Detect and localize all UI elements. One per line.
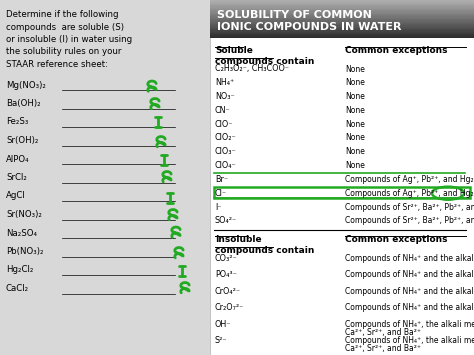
Text: compounds  are soluble (S): compounds are soluble (S): [6, 22, 124, 32]
Text: PO₄³⁻: PO₄³⁻: [215, 271, 237, 279]
Text: Compounds of NH₄⁺ and the alkali metal cations: Compounds of NH₄⁺ and the alkali metal c…: [345, 287, 474, 296]
Text: SOLUBILITY OF COMMON: SOLUBILITY OF COMMON: [217, 10, 372, 20]
Text: CO₃²⁻: CO₃²⁻: [215, 254, 238, 263]
Text: Compounds of Ag⁺, Pb²⁺, and Hg₂²⁺: Compounds of Ag⁺, Pb²⁺, and Hg₂²⁺: [345, 175, 474, 184]
Text: SO₄²⁻: SO₄²⁻: [215, 216, 237, 225]
Bar: [210, 35, 474, 37]
Bar: [210, 30, 474, 32]
Text: None: None: [345, 120, 365, 129]
Text: or insoluble (I) in water using: or insoluble (I) in water using: [6, 35, 132, 44]
Bar: [210, 0, 474, 1]
Text: NO₃⁻: NO₃⁻: [215, 92, 235, 101]
Text: Compounds of Sr²⁺, Ba²⁺, Pb²⁺, and Hg₂²⁺: Compounds of Sr²⁺, Ba²⁺, Pb²⁺, and Hg₂²⁺: [345, 202, 474, 212]
Text: compounds contain: compounds contain: [215, 246, 314, 256]
Text: Compounds of NH₄⁺ and the alkali metal cations: Compounds of NH₄⁺ and the alkali metal c…: [345, 254, 474, 263]
Text: Common exceptions: Common exceptions: [345, 46, 447, 55]
Text: None: None: [345, 78, 365, 87]
Bar: [210, 27, 474, 29]
Bar: [210, 18, 474, 20]
Bar: [210, 9, 474, 10]
Text: CaCl₂: CaCl₂: [6, 284, 29, 293]
Text: Common exceptions: Common exceptions: [345, 235, 447, 245]
Text: C₂H₃O₂⁻, CH₃COO⁻: C₂H₃O₂⁻, CH₃COO⁻: [215, 65, 289, 73]
Text: Ca²⁺, Sr²⁺, and Ba²⁺: Ca²⁺, Sr²⁺, and Ba²⁺: [345, 328, 421, 337]
Text: CN⁻: CN⁻: [215, 106, 231, 115]
Bar: [210, 21, 474, 23]
Bar: [210, 15, 474, 16]
Bar: [214, 187, 470, 198]
Text: Compounds of NH₄⁺ and the alkali metal cations: Compounds of NH₄⁺ and the alkali metal c…: [345, 304, 474, 312]
Text: Compounds of NH₄⁺, the alkali metal cations,: Compounds of NH₄⁺, the alkali metal cati…: [345, 320, 474, 329]
Bar: [210, 34, 474, 36]
Text: Mg(NO₃)₂: Mg(NO₃)₂: [6, 81, 46, 89]
Text: None: None: [345, 106, 365, 115]
Text: Compounds of NH₄⁺ and the alkali metal cations: Compounds of NH₄⁺ and the alkali metal c…: [345, 271, 474, 279]
Text: Compounds of Ag⁺, Pb²⁺, and Hg₂²⁺: Compounds of Ag⁺, Pb²⁺, and Hg₂²⁺: [345, 189, 474, 198]
Text: Sr(NO₃)₂: Sr(NO₃)₂: [6, 210, 42, 219]
Text: Na₂SO₄: Na₂SO₄: [6, 229, 37, 237]
Text: ClO₂⁻: ClO₂⁻: [215, 133, 237, 142]
Text: Ca²⁺, Sr²⁺, and Ba²⁺: Ca²⁺, Sr²⁺, and Ba²⁺: [345, 344, 421, 354]
Text: Cl⁻: Cl⁻: [215, 189, 227, 198]
Bar: [210, 1, 474, 2]
Bar: [210, 23, 474, 25]
Text: OH⁻: OH⁻: [215, 320, 231, 329]
Text: ClO₄⁻: ClO₄⁻: [215, 161, 237, 170]
Text: Insoluble: Insoluble: [215, 235, 262, 245]
Text: NH₄⁺: NH₄⁺: [215, 78, 234, 87]
Bar: [210, 3, 474, 5]
Text: Cr₂O₇²⁻: Cr₂O₇²⁻: [215, 304, 245, 312]
Text: None: None: [345, 147, 365, 156]
Text: STAAR reference sheet:: STAAR reference sheet:: [6, 60, 108, 69]
Bar: [210, 6, 474, 7]
Text: ClO₃⁻: ClO₃⁻: [215, 147, 237, 156]
Bar: [210, 17, 474, 19]
Text: AgCl: AgCl: [6, 191, 26, 201]
Text: IONIC COMPOUNDS IN WATER: IONIC COMPOUNDS IN WATER: [217, 22, 401, 32]
Bar: [210, 11, 474, 13]
Bar: [210, 10, 474, 11]
Text: Determine if the following: Determine if the following: [6, 10, 118, 19]
Text: Hg₂Cl₂: Hg₂Cl₂: [6, 266, 33, 274]
Text: Ba(OH)₂: Ba(OH)₂: [6, 99, 41, 108]
Bar: [210, 29, 474, 31]
Bar: [210, 31, 474, 33]
Text: compounds contain: compounds contain: [215, 57, 314, 66]
Bar: [210, 16, 474, 18]
Text: CrO₄²⁻: CrO₄²⁻: [215, 287, 241, 296]
Bar: [210, 2, 474, 4]
Bar: [210, 7, 474, 9]
Text: Soluble: Soluble: [215, 46, 253, 55]
Text: None: None: [345, 161, 365, 170]
Bar: [210, 25, 474, 27]
Text: ClO⁻: ClO⁻: [215, 120, 234, 129]
Bar: [210, 26, 474, 28]
Text: Br⁻: Br⁻: [215, 175, 228, 184]
Bar: [210, 20, 474, 22]
Bar: [0, 0, 210, 355]
Text: Compounds of Sr²⁺, Ba²⁺, Pb²⁺, and Hg₂²⁺: Compounds of Sr²⁺, Ba²⁺, Pb²⁺, and Hg₂²⁺: [345, 216, 474, 225]
Text: None: None: [345, 65, 365, 73]
Text: AlPO₄: AlPO₄: [6, 154, 29, 164]
Text: Fe₂S₃: Fe₂S₃: [6, 118, 28, 126]
Text: the solubility rules on your: the solubility rules on your: [6, 48, 121, 56]
Bar: [210, 12, 474, 14]
Bar: [210, 0, 474, 355]
Bar: [210, 13, 474, 15]
Text: Sr(OH)₂: Sr(OH)₂: [6, 136, 38, 145]
Text: None: None: [345, 92, 365, 101]
Text: Compounds of NH₄⁺, the alkali metal cations,: Compounds of NH₄⁺, the alkali metal cati…: [345, 337, 474, 345]
Text: Pb(NO₃)₂: Pb(NO₃)₂: [6, 247, 44, 256]
Text: I⁻: I⁻: [215, 202, 221, 212]
Bar: [210, 36, 474, 38]
Text: S²⁻: S²⁻: [215, 337, 228, 345]
Text: None: None: [345, 133, 365, 142]
Text: SrCl₂: SrCl₂: [6, 173, 27, 182]
Bar: [210, 5, 474, 6]
Bar: [210, 32, 474, 34]
Bar: [210, 22, 474, 24]
